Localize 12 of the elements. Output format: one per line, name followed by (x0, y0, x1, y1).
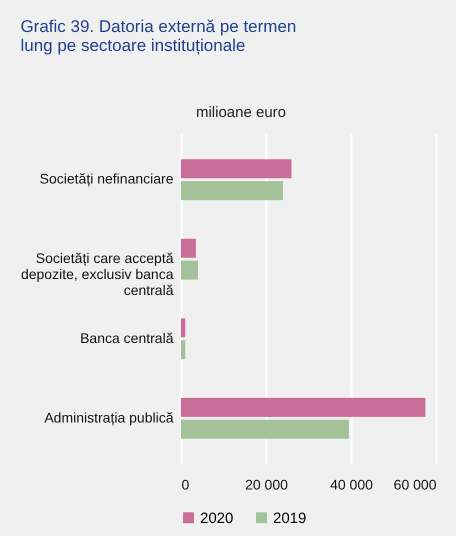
y-tick-label: Administrația publică (44, 409, 174, 426)
chart-title: Grafic 39. Datoria externă pe termen lung pe sectoare instituționale (20, 17, 296, 55)
x-tick-label: 0 (182, 476, 190, 492)
x-tick-label: 60 000 (394, 476, 437, 492)
x-tick-label: 20 000 (245, 476, 288, 492)
legend-label: 2020 (200, 510, 234, 527)
x-tick-label: 40 000 (330, 476, 374, 492)
y-tick-label: Societăți care acceptă depozite, exclusiv banca centrală (20, 250, 174, 298)
y-tick-label: Banca centrală (80, 330, 174, 346)
x-axis-title: milioane euro (196, 104, 286, 121)
y-tick-label: Societăți nefinanciare (40, 170, 174, 187)
legend-label: 2019 (273, 510, 306, 527)
